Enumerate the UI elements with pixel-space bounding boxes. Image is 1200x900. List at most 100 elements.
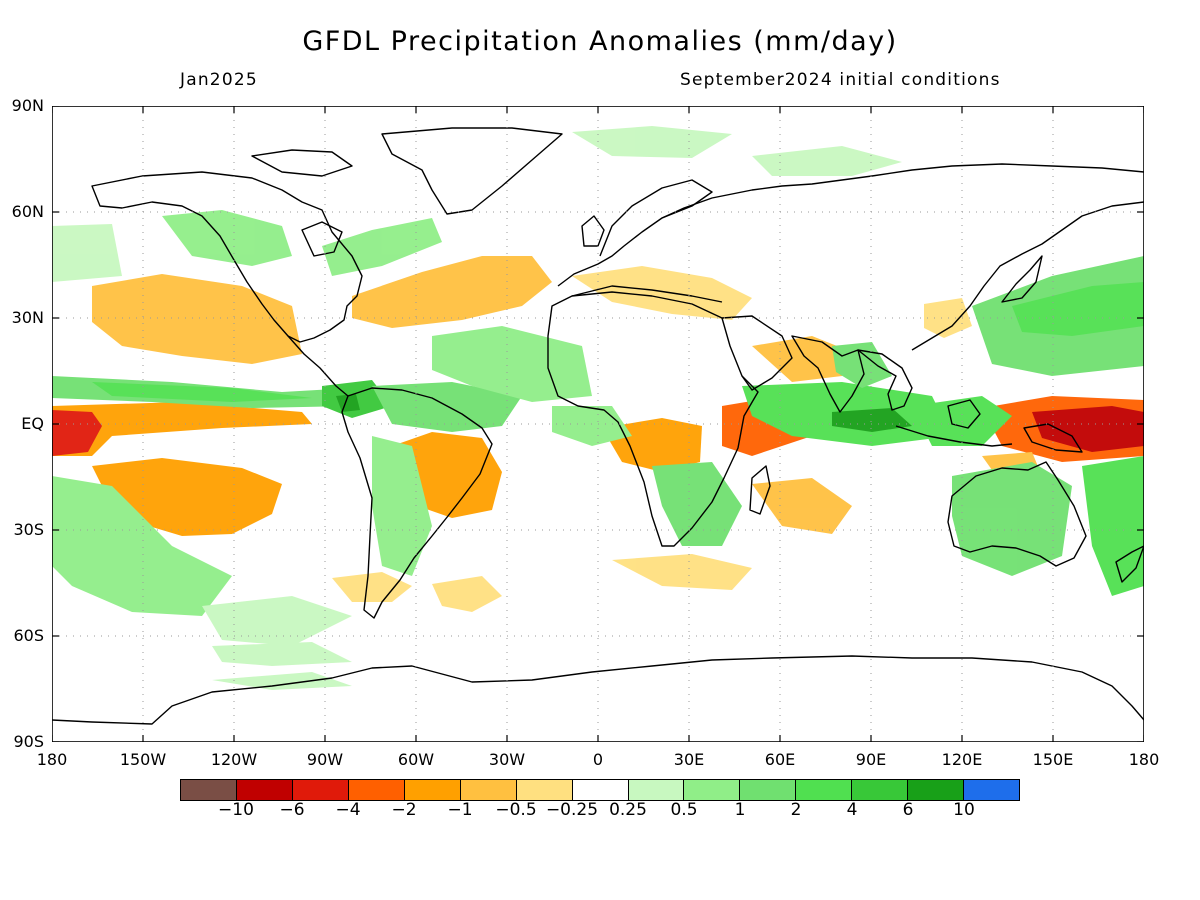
colorbar-cell (460, 780, 517, 800)
lon-label: 60E (764, 750, 796, 769)
coast-greenland (381, 127, 563, 215)
anomaly-dry-middle-east (752, 336, 852, 382)
chart-title: GFDL Precipitation Anomalies (mm/day) (302, 26, 898, 57)
colorbar-cell (572, 780, 629, 800)
colorbar-cell (740, 780, 797, 800)
colorbar-label: −0.5 (495, 800, 537, 820)
lon-label: 0 (592, 750, 604, 769)
coast-east-asia (911, 201, 1144, 351)
coast-arabia (721, 315, 793, 391)
coast-australia (947, 461, 1087, 567)
anomaly-wet-south-pacific-far (202, 596, 352, 646)
coast-africa (547, 291, 759, 547)
lon-label: 90W (306, 750, 344, 769)
coast-new-zealand (1115, 545, 1144, 583)
lon-label: 120E (941, 750, 983, 769)
coast-canadian-arctic (251, 149, 353, 177)
lon-label: 180 (36, 750, 68, 769)
valid-month: Jan2025 (180, 70, 258, 90)
anomaly-dry-indian-south-band (612, 554, 752, 590)
colorbar-label: 0.5 (670, 800, 698, 820)
anomaly-wet-north-pacific (52, 224, 122, 282)
anomaly-wet-indian-core (832, 408, 912, 432)
coast-europe (557, 163, 1144, 287)
colorbar-label: 6 (902, 800, 914, 820)
colorbar-cell (348, 780, 405, 800)
anomaly-dry-north-atlantic (352, 256, 552, 328)
anomaly-wet-southern-ocean (212, 642, 352, 666)
lat-label: 90N (11, 96, 44, 115)
lat-label: EQ (21, 414, 44, 433)
initial-conditions: September2024 initial conditions (680, 70, 1001, 90)
anomaly-wet-alaska (162, 210, 292, 266)
coastlines (52, 127, 1144, 725)
anomaly-dry-indian-south (752, 478, 852, 534)
anomaly-wet-sw-pacific (1082, 456, 1144, 596)
coast-borneo (947, 399, 981, 429)
colorbar-label: 0.25 (609, 800, 647, 820)
colorbar-label: 10 (953, 800, 975, 820)
anomaly-wet-arctic (572, 126, 732, 158)
coast-antarctica (52, 655, 1144, 725)
colorbar-cell (516, 780, 573, 800)
coast-hudson-bay (301, 221, 343, 257)
anomaly-wet-gulf-stream (322, 218, 442, 276)
anomaly-wet-south-pacific (52, 476, 232, 616)
anomaly-dry-south-america-south (332, 572, 412, 602)
anomaly-wet-itcz-core (92, 382, 312, 402)
colorbar-cell (852, 780, 909, 800)
coast-north-america (91, 171, 363, 343)
axis-ticks (52, 106, 1144, 742)
coast-se-asia (857, 349, 913, 411)
colorbar-label: −1 (447, 800, 473, 820)
lon-label: 180 (1128, 750, 1160, 769)
anomaly-wet-australia (952, 462, 1072, 576)
lon-label: 30E (673, 750, 705, 769)
coast-japan (1001, 255, 1043, 303)
colorbar-cell (964, 780, 1020, 800)
colorbar-cell (628, 780, 685, 800)
anomaly-wet-colombia (336, 394, 360, 412)
coast-madagascar (749, 465, 771, 515)
colorbar-label: −0.25 (545, 800, 599, 820)
colorbar-cell (236, 780, 293, 800)
anomaly-dry-europe (572, 266, 752, 320)
lat-label: 30N (11, 308, 44, 327)
colorbar-label: 1 (734, 800, 746, 820)
colorbar-cell (908, 780, 965, 800)
coast-uk (581, 215, 605, 247)
colorbar-label: −10 (218, 800, 254, 820)
anomaly-wet-atlantic-itcz (432, 326, 592, 402)
colorbar-label: 2 (790, 800, 802, 820)
anomaly-wet-amazon (372, 382, 522, 432)
coast-indonesia (895, 425, 1013, 447)
lon-label: 60W (397, 750, 435, 769)
colorbar-label: −2 (391, 800, 417, 820)
colorbar-cell (292, 780, 349, 800)
lon-label: 90E (855, 750, 887, 769)
lon-label: 120W (210, 750, 258, 769)
anomaly-dry-south-atlantic (432, 576, 502, 612)
coast-scandinavia (599, 179, 713, 257)
lat-label: 60N (11, 202, 44, 221)
colorbar (180, 779, 1020, 801)
lat-label: 90S (13, 732, 44, 751)
anomaly-dry-dateline-core (52, 410, 102, 456)
colorbar-cell (404, 780, 461, 800)
lon-label: 150E (1032, 750, 1074, 769)
coast-new-guinea (1023, 423, 1083, 453)
coast-south-america (341, 387, 493, 619)
colorbar-label: −4 (335, 800, 361, 820)
anomaly-wet-siberia (752, 146, 902, 176)
colorbar-cell (796, 780, 853, 800)
coast-india (791, 335, 865, 413)
lon-label: 30W (488, 750, 526, 769)
coast-central-america (287, 335, 349, 397)
anomaly-dry-west-pacific-core (1032, 406, 1144, 452)
anomaly-dry-central-pacific (52, 402, 312, 456)
anomaly-dry-ne-pacific (92, 274, 302, 364)
colorbar-label: −6 (279, 800, 305, 820)
coast-mediterranean (571, 285, 723, 303)
anomaly-fields (52, 126, 1144, 690)
colorbar-cell (181, 780, 237, 800)
